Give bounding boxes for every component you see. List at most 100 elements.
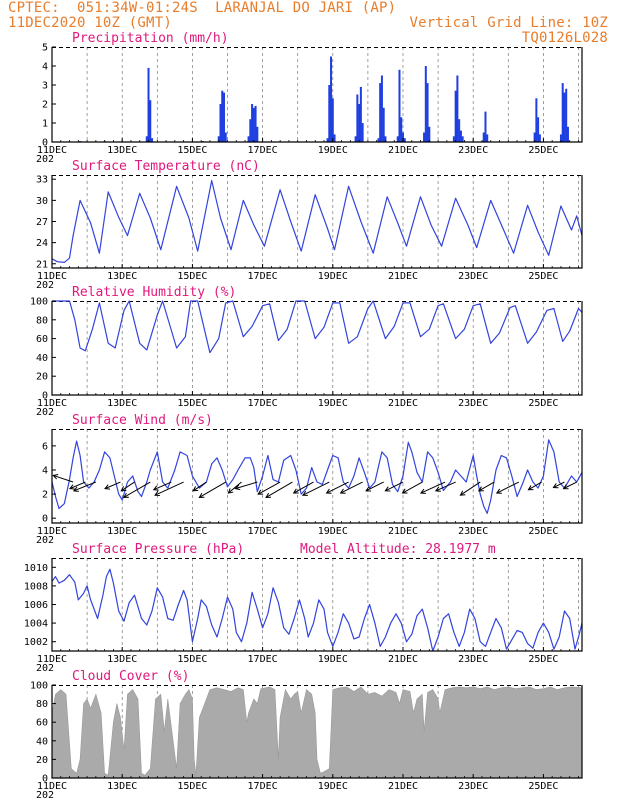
cloud-y-tick-label: 60 (36, 718, 48, 729)
precip-bar (563, 92, 566, 142)
wind-vector-head (68, 484, 75, 490)
precip-x-tick-label: 11DEC (37, 145, 67, 156)
wind-vector-head (120, 486, 127, 492)
temp-year-stub: 202 (36, 280, 54, 291)
precip-bar (256, 126, 259, 142)
pressure-x-tick-label: 23DEC (458, 654, 488, 665)
precip-x-tick-label: 15DEC (177, 145, 207, 156)
header-grid-line-note: Vertical Grid Line: 10Z (409, 15, 608, 31)
precip-bar (428, 126, 431, 142)
precip-bar (217, 136, 220, 142)
precip-x-tick-label: 17DEC (248, 145, 278, 156)
wind-x-tick-label: 25DEC (528, 526, 558, 537)
precip-bar (486, 134, 489, 142)
rh-frame (51, 301, 583, 396)
pressure-x-tick-label: 13DEC (107, 654, 137, 665)
precip-bar (403, 138, 406, 142)
wind-vector (123, 481, 151, 498)
cloud-y-tick-label: 20 (36, 755, 48, 766)
pressure-x-tick-label: 17DEC (248, 654, 278, 665)
precip-bar (559, 134, 562, 142)
pressure-x-tick-label: 25DEC (528, 654, 558, 665)
wind-vector (153, 481, 172, 491)
pressure-x-tick-label: 21DEC (388, 654, 418, 665)
rh-y-tick-label: 40 (36, 353, 48, 364)
wind-y-tick-label: 4 (42, 465, 48, 476)
precip-x-tick-label: 23DEC (458, 145, 488, 156)
wind-vector-head (325, 488, 332, 494)
precip-panel-title: Precipitation (mm/h) (72, 31, 229, 46)
precip-bar (145, 136, 148, 142)
wind-vector-head (301, 490, 308, 496)
precip-bar (224, 132, 227, 142)
wind-year-stub: 202 (36, 535, 54, 546)
precip-y-tick-label: 1 (42, 119, 48, 130)
precip-bar (254, 105, 257, 142)
precip-bar (222, 92, 225, 142)
temp-x-tick-label: 19DEC (318, 271, 348, 282)
pressure-x-tick-label: 11DEC (37, 654, 67, 665)
wind-vector-head (52, 474, 59, 480)
precip-bar (398, 69, 401, 142)
pressure-y-tick-label: 1006 (24, 600, 48, 611)
model-altitude-label: Model Altitude: 28.1977 m (300, 542, 496, 557)
precip-bar (396, 136, 399, 142)
wind-vector-head (152, 485, 159, 491)
pressure-y-tick-label: 1010 (24, 563, 48, 574)
wind-vector-head (257, 489, 264, 495)
wind-series-line (51, 439, 583, 514)
wind-vector (53, 474, 74, 483)
precip-bar (538, 134, 541, 142)
rh-x-tick-label: 19DEC (318, 398, 348, 409)
wind-vector (302, 481, 330, 496)
rh-y-tick-label: 80 (36, 315, 48, 326)
precip-bar (484, 111, 487, 142)
temp-series-line (51, 180, 583, 263)
precip-bar (149, 100, 152, 142)
wind-vector (228, 481, 242, 494)
precip-bar (459, 130, 462, 142)
rh-x-tick-label: 25DEC (528, 398, 558, 409)
precip-bar (401, 132, 404, 142)
temp-y-tick-label: 21 (36, 259, 48, 270)
wind-vector (435, 481, 456, 492)
precip-bar (423, 132, 426, 142)
precip-bar (458, 119, 461, 142)
temp-x-tick-label: 25DEC (528, 271, 558, 282)
temp-x-tick-label: 23DEC (458, 271, 488, 282)
precip-y-tick-label: 4 (42, 62, 48, 73)
wind-vector (257, 481, 281, 495)
precip-bar (249, 119, 252, 142)
precip-y-tick-label: 3 (42, 81, 48, 92)
wind-vector (154, 481, 184, 496)
rh-panel: 0 20 40 60 80 100 11DEC 13DEC 15DEC 17DEC 19DEC 21D… (30, 285, 583, 418)
wind-vector-head (234, 484, 241, 491)
precip-bar (456, 75, 459, 142)
precip-bar (331, 98, 334, 142)
pressure-y-tick-label: 1004 (24, 619, 48, 630)
pressure-year-stub: 202 (36, 663, 54, 674)
temp-y-tick-label: 33 (36, 175, 48, 186)
precip-bar (561, 83, 564, 142)
precip-bar (251, 104, 254, 142)
cloud-x-tick-label: 17DEC (248, 781, 278, 792)
rh-y-tick-label: 20 (36, 372, 48, 383)
wind-vector-head (339, 488, 346, 494)
precip-bar (359, 86, 362, 142)
wind-vector-head (292, 488, 299, 494)
wind-x-tick-label: 23DEC (458, 526, 488, 537)
precip-bar (333, 134, 336, 142)
rh-y-tick-label: 0 (42, 391, 48, 402)
cloud-x-tick-label: 19DEC (318, 781, 348, 792)
precip-bar (537, 117, 540, 142)
wind-x-tick-label: 19DEC (318, 526, 348, 537)
precip-x-tick-label: 21DEC (388, 145, 418, 156)
pressure-frame (51, 558, 583, 652)
precip-bar (382, 107, 385, 142)
cloud-y-tick-label: 40 (36, 736, 48, 747)
temp-x-tick-label: 15DEC (177, 271, 207, 282)
precip-bar (482, 132, 485, 142)
wind-vector-head (72, 486, 79, 492)
wind-y-tick-label: 6 (42, 441, 48, 452)
wind-vector-head (562, 484, 569, 490)
